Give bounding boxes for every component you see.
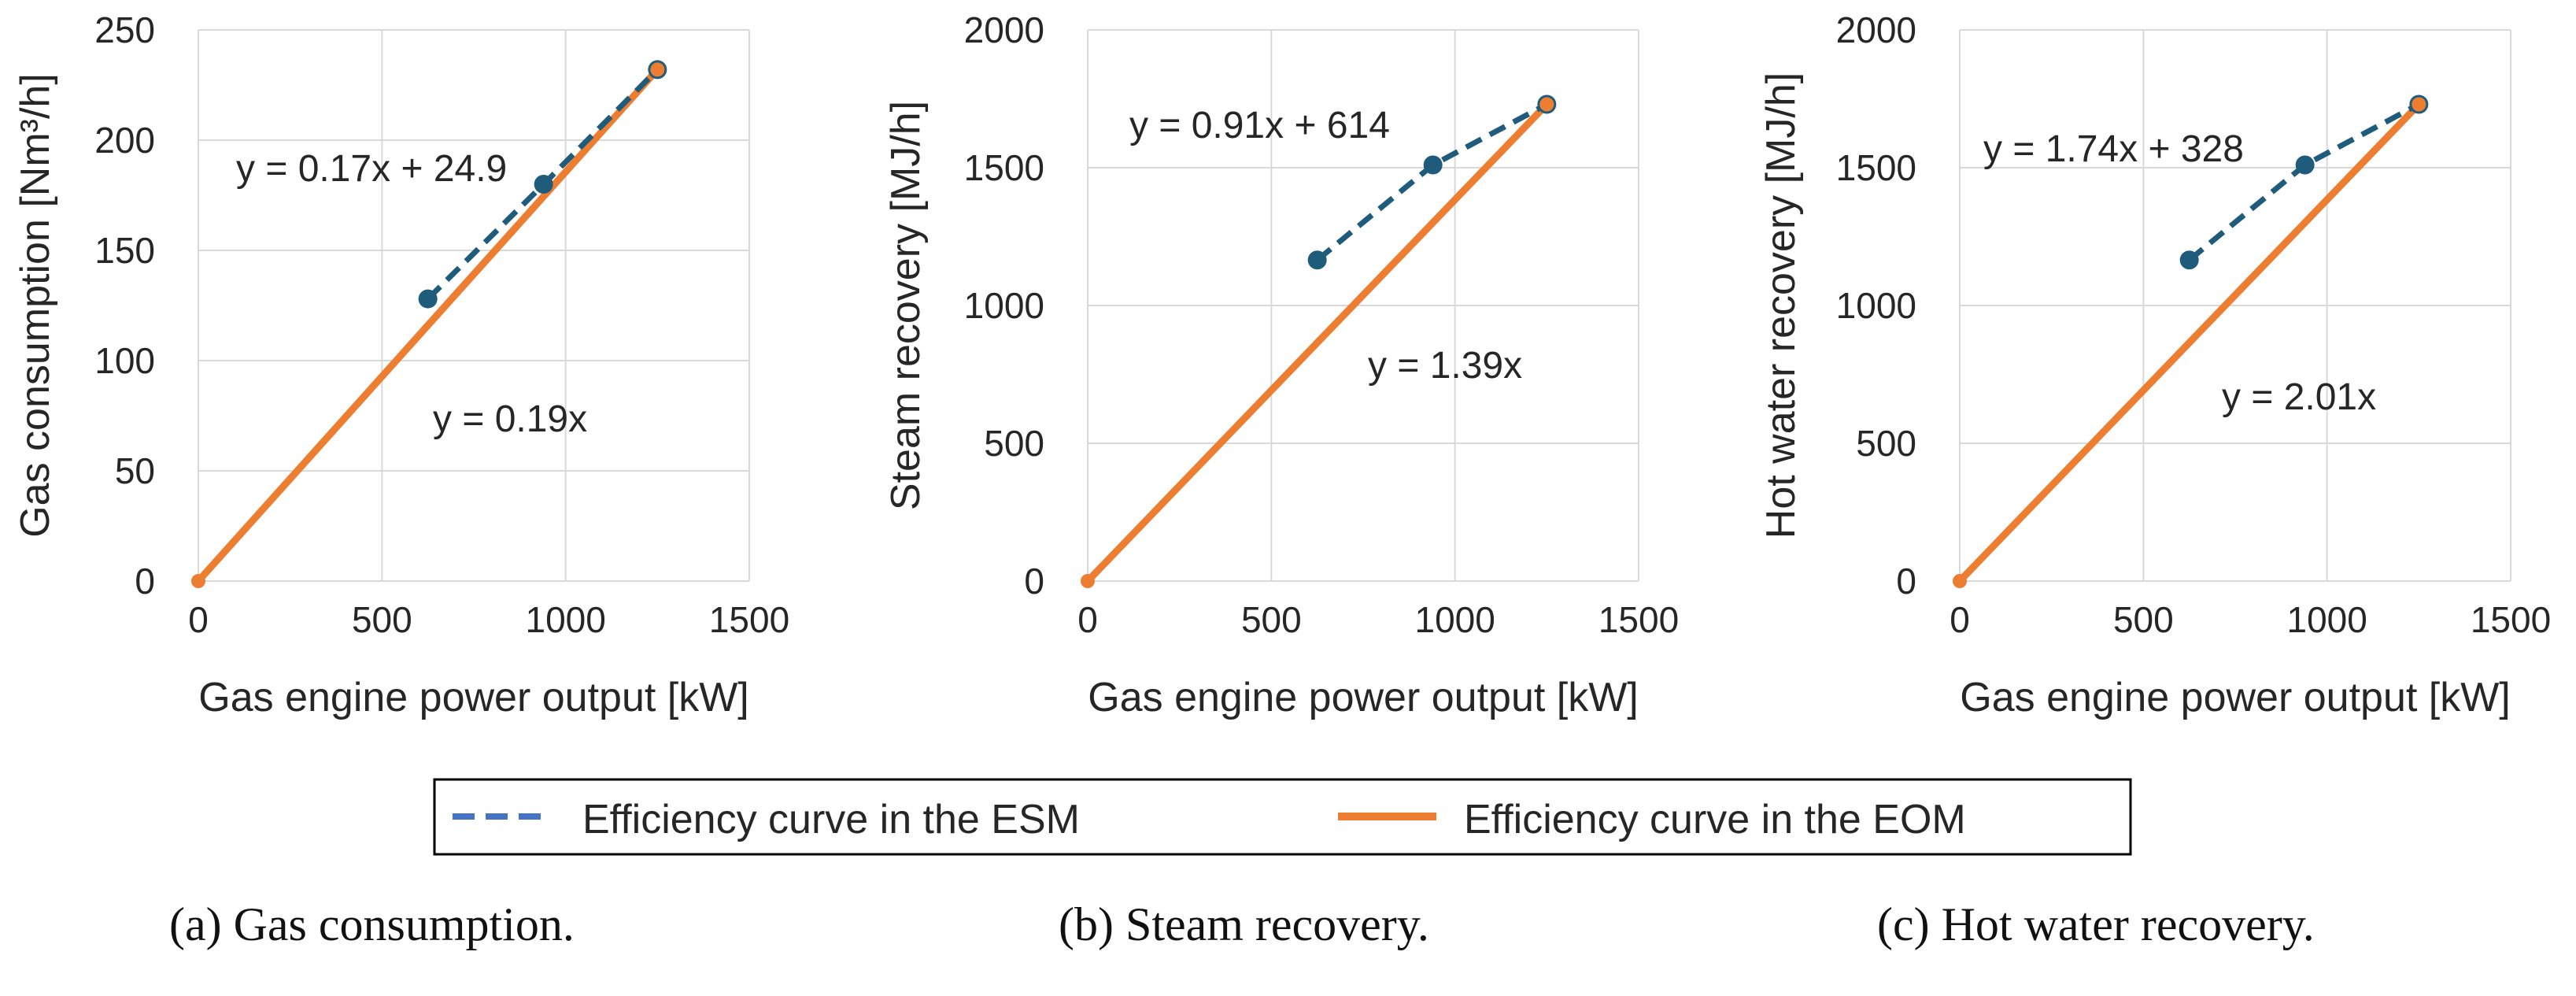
- esm-data-point: [2295, 155, 2315, 175]
- caption-c: (c) Hot water recovery.: [1877, 898, 2315, 950]
- x-tick-label: 500: [352, 599, 412, 640]
- esm-data-point: [2179, 250, 2199, 270]
- x-tick-label: 500: [2113, 599, 2174, 640]
- x-tick-label: 0: [1077, 599, 1098, 640]
- y-tick-label: 2000: [1836, 9, 1916, 50]
- esm-data-point: [1423, 155, 1443, 175]
- esm-data-point: [1307, 250, 1327, 270]
- eom-data-point: [650, 62, 665, 77]
- eom-data-point: [1539, 97, 1554, 112]
- esm-data-point: [418, 289, 438, 309]
- x-axis-title: Gas engine power output [kW]: [1960, 675, 2511, 720]
- caption-a: (a) Gas consumption.: [169, 898, 575, 950]
- caption-b: (b) Steam recovery.: [1059, 898, 1429, 950]
- eom-equation-label: y = 2.01x: [2222, 376, 2376, 418]
- y-tick-label: 1000: [1836, 285, 1916, 326]
- y-axis-title: Hot water recovery [MJ/h]: [1758, 72, 1804, 539]
- eom-data-point: [2412, 97, 2426, 112]
- x-axis-title: Gas engine power output [kW]: [198, 675, 749, 720]
- esm-equation-label: y = 0.17x + 24.9: [236, 148, 507, 190]
- x-tick-label: 1500: [1598, 599, 1679, 640]
- y-tick-label: 0: [1896, 561, 1916, 602]
- eom-series-line: [195, 67, 660, 584]
- y-tick-label: 1500: [1836, 147, 1916, 188]
- x-tick-label: 1000: [525, 599, 605, 640]
- eom-data-point: [1953, 574, 1967, 588]
- chart-panel-2: 0 500 1000 1500 0 500 1000 1500 2000 Gas engine p…: [883, 9, 1679, 720]
- x-tick-label: 500: [1241, 599, 1302, 640]
- y-axis-title: Steam recovery [MJ/h]: [883, 101, 929, 510]
- y-tick-label: 0: [1024, 561, 1044, 602]
- chart-panel-1: 0 500 1000 1500 0 50 100 150 200 250 Gas engine po…: [13, 9, 789, 720]
- y-tick-label: 500: [1856, 423, 1916, 464]
- x-tick-label: 0: [1950, 599, 1970, 640]
- y-tick-label: 1500: [964, 147, 1044, 188]
- eom-data-point: [191, 574, 205, 588]
- y-tick-label: 0: [135, 561, 155, 602]
- y-tick-label: 150: [94, 230, 155, 271]
- x-tick-label: 0: [188, 599, 209, 640]
- esm-data-point: [534, 175, 553, 194]
- x-tick-label: 1000: [1414, 599, 1495, 640]
- esm-equation-label: y = 1.74x + 328: [1983, 128, 2244, 170]
- chart-panel-3: 0 500 1000 1500 0 500 1000 1500 2000 Gas engine p…: [1758, 9, 2551, 720]
- x-tick-label: 1500: [2471, 599, 2551, 640]
- eom-series-line: [1085, 102, 1550, 584]
- y-tick-label: 1000: [964, 285, 1044, 326]
- eom-series-line: [1957, 102, 2422, 584]
- x-axis-title: Gas engine power output [kW]: [1088, 675, 1639, 720]
- x-tick-label: 1500: [709, 599, 789, 640]
- eom-data-point: [1081, 574, 1095, 588]
- y-tick-label: 200: [94, 120, 155, 161]
- eom-equation-label: y = 0.19x: [433, 398, 587, 440]
- x-tick-label: 1000: [2286, 599, 2367, 640]
- y-tick-label: 100: [94, 340, 155, 381]
- y-tick-label: 250: [94, 9, 155, 50]
- esm-equation-label: y = 0.91x + 614: [1129, 105, 1390, 146]
- y-tick-label: 50: [115, 450, 155, 491]
- y-axis-title: Gas consumption [Nm³/h]: [13, 73, 58, 538]
- y-tick-label: 500: [984, 423, 1044, 464]
- y-tick-label: 2000: [964, 9, 1044, 50]
- eom-equation-label: y = 1.39x: [1368, 345, 1522, 387]
